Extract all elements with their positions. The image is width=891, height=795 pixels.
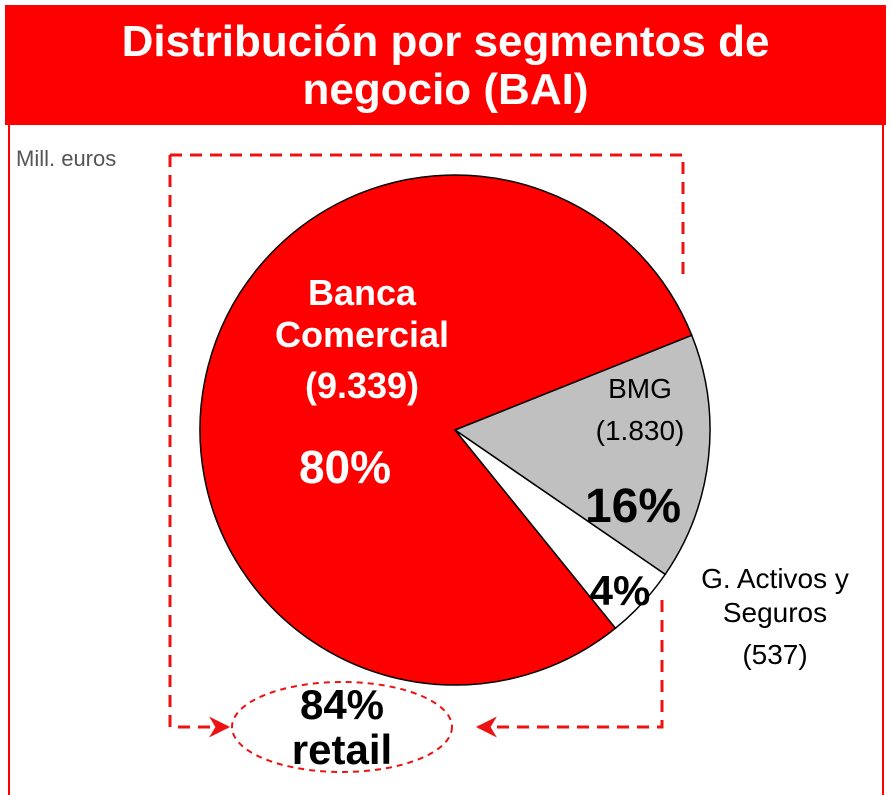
retail-ellipse [231, 681, 453, 773]
annotation: 84% retail [291, 681, 393, 774]
pie-slice [453, 334, 711, 576]
percent-label: 4% [589, 567, 651, 614]
amount-label: (537) [742, 639, 808, 670]
bracket-right [475, 600, 664, 738]
pie-slice [454, 429, 667, 630]
percent-label: 80% [298, 441, 392, 493]
chart-title: Distribución por segmentos de negocio (B… [121, 17, 770, 115]
amount-label: (9.339) [304, 365, 420, 406]
slice-label: BMG [608, 373, 672, 404]
amount-label: (1.830) [595, 415, 685, 446]
pie [199, 174, 711, 686]
slice-label: Banca Comercial [274, 272, 450, 356]
unit-label: Mill. euros [16, 146, 117, 171]
bracket [168, 153, 685, 773]
bracket-top [170, 153, 685, 275]
slice-label: G. Activos y Seguros [701, 563, 849, 628]
bracket-left [168, 155, 231, 738]
title-bar [5, 5, 886, 125]
pie-slice [199, 174, 693, 686]
percent-label: 16% [584, 480, 682, 533]
